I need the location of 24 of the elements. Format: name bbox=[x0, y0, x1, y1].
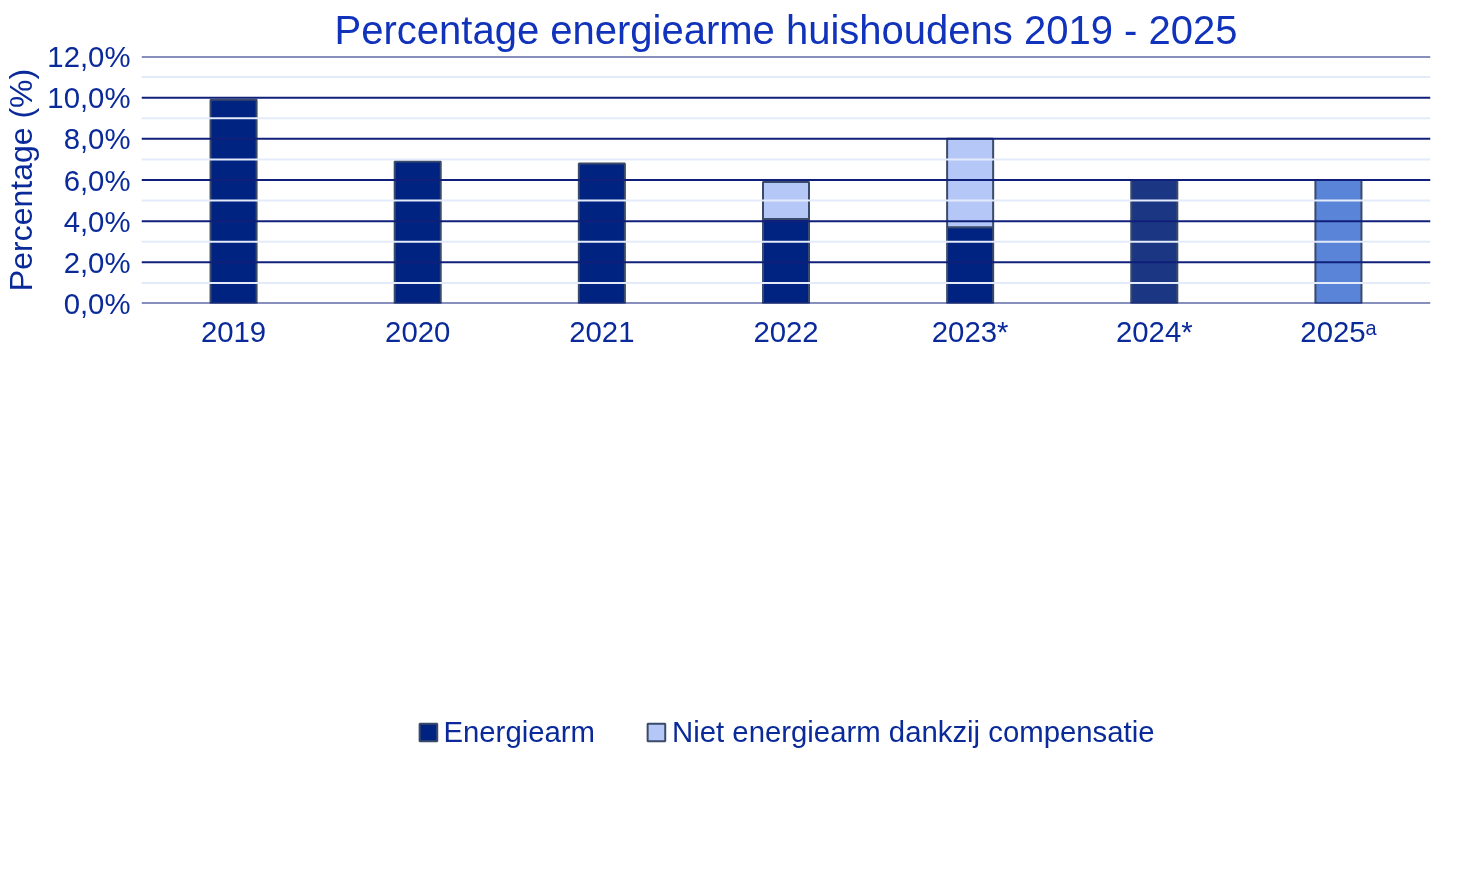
chart-title: Percentage energiearme huishoudens 2019 - 2025 bbox=[334, 7, 1238, 52]
bar bbox=[577, 162, 626, 304]
bar bbox=[1130, 179, 1179, 304]
y-tick-label: 8,0% bbox=[63, 122, 131, 156]
y-tick-label: 0,0% bbox=[63, 287, 131, 320]
bar bbox=[761, 181, 811, 221]
y-tick-label: 6,0% bbox=[63, 163, 131, 197]
bar bbox=[209, 98, 258, 304]
legend-label: Niet energiearm dankzij compensatie bbox=[672, 714, 1155, 749]
x-tick-label: 2019 bbox=[200, 314, 267, 348]
y-tick-label: 10,0% bbox=[47, 81, 131, 115]
x-tick-label: 2023* bbox=[931, 314, 1009, 348]
y-tick-label: 2,0% bbox=[63, 245, 131, 279]
y-axis-title: Percentage (%) bbox=[3, 68, 40, 292]
y-tick-label: 4,0% bbox=[63, 204, 131, 238]
legend-label: Energiearm bbox=[443, 714, 596, 749]
y-tick-label: 12,0% bbox=[47, 40, 131, 73]
x-tick-label: 2024* bbox=[1115, 314, 1193, 348]
x-tick-label: 2020 bbox=[385, 314, 451, 348]
bar bbox=[1314, 179, 1363, 304]
x-tick-label: 2021 bbox=[569, 314, 635, 348]
bar bbox=[393, 160, 442, 304]
x-tick-label: 2022 bbox=[753, 314, 819, 348]
x-tick-label: 2025ᵃ bbox=[1300, 314, 1378, 348]
